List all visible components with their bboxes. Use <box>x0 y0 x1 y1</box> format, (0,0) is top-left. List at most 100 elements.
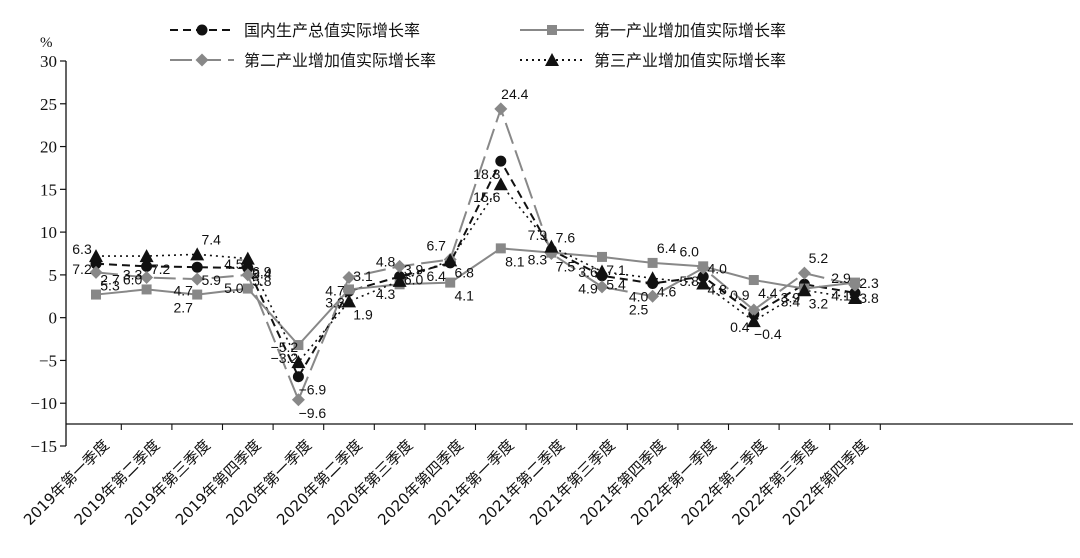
data-point <box>493 177 508 191</box>
data-label: 2.5 <box>629 301 649 317</box>
x-tick-label: 2019年第二季度 <box>71 436 164 529</box>
data-label: 2.3 <box>859 275 879 291</box>
data-point <box>495 155 507 167</box>
data-point <box>292 371 304 383</box>
data-label: 6.0 <box>123 271 143 287</box>
data-point <box>797 266 811 280</box>
data-point <box>595 264 609 278</box>
data-label: 6.4 <box>657 240 677 256</box>
legend-marker <box>545 53 559 66</box>
y-tick-label: −10 <box>30 394 57 413</box>
data-point <box>190 272 204 286</box>
data-label: 6.8 <box>454 264 474 280</box>
data-point <box>141 260 153 272</box>
data-point <box>797 283 812 297</box>
y-tick-label: 5 <box>49 266 58 285</box>
data-label: −9.6 <box>299 405 327 421</box>
data-label: 2.9 <box>831 270 851 286</box>
legend-label: 第三产业增加值实际增长率 <box>594 51 786 70</box>
data-label: 15.6 <box>473 189 500 205</box>
y-tick-label: 15 <box>40 180 57 199</box>
x-tick-label: 2021年第四季度 <box>577 436 670 529</box>
data-label: 4.0 <box>629 288 649 304</box>
data-point <box>646 289 660 303</box>
x-tick-label: 2020年第一季度 <box>222 436 315 529</box>
data-point <box>495 243 506 254</box>
data-label: 3.8 <box>859 290 879 306</box>
series-line-3 <box>95 105 856 403</box>
data-point <box>141 284 152 295</box>
data-label: 4.6 <box>657 283 677 299</box>
legend-marker <box>547 25 557 35</box>
data-label: 7.9 <box>528 227 548 243</box>
data-label: −5.2 <box>271 339 299 355</box>
series-lines <box>95 105 856 403</box>
data-label: 4.1 <box>831 288 851 304</box>
data-label: −6.9 <box>299 382 327 398</box>
data-point <box>241 268 255 282</box>
data-label: 3.9 <box>404 261 424 277</box>
data-label: 3.3 <box>123 266 143 282</box>
data-label: 2.7 <box>173 300 193 316</box>
y-axis: −15 −10 −5 0 5 10 15 20 25 30 <box>30 52 67 456</box>
y-tick-label: 0 <box>49 309 58 328</box>
data-label: 4.9 <box>578 281 598 297</box>
data-point <box>139 249 154 263</box>
y-tick-label: 25 <box>40 95 57 114</box>
x-tick-label: 2020年第三季度 <box>324 436 417 529</box>
data-label: 3.2 <box>809 295 829 311</box>
data-label: 5.8 <box>679 273 699 289</box>
y-tick-label: 20 <box>40 138 57 157</box>
x-tick-label: 2022年第二季度 <box>678 436 771 529</box>
data-point <box>240 251 255 265</box>
data-labels: 6.35.37.22.7 6.07.23.3 5.94.77.42.75.84.5 6… <box>72 86 879 421</box>
data-label: 7.1 <box>606 262 626 278</box>
data-point <box>494 102 508 116</box>
data-label: −3.2 <box>271 350 299 366</box>
data-label: 4.7 <box>325 282 345 298</box>
data-point <box>848 290 862 304</box>
data-label: 5.8 <box>252 273 272 289</box>
data-point <box>544 239 559 253</box>
y-tick-label: 30 <box>40 52 57 71</box>
data-label: 4.3 <box>376 286 396 302</box>
y-tick-label: −5 <box>39 351 57 370</box>
data-point <box>89 249 103 263</box>
data-point <box>344 284 354 295</box>
data-label: 4.0 <box>707 260 727 276</box>
data-label: 3.1 <box>353 268 373 284</box>
data-label: 7.2 <box>151 261 171 277</box>
data-label: 4.4 <box>758 285 778 301</box>
x-tick-label: 2022年第三季度 <box>728 436 821 529</box>
data-point <box>242 262 254 274</box>
x-tick-label: 2019年第三季度 <box>121 436 214 529</box>
data-point <box>342 294 356 308</box>
series-markers <box>89 102 862 407</box>
data-label: 3.4 <box>252 266 272 282</box>
x-tick-label: 2022年第一季度 <box>627 436 720 529</box>
data-label: 6.4 <box>426 268 446 284</box>
data-label: 7.2 <box>72 261 92 277</box>
data-label: 3.9 <box>781 289 801 305</box>
data-label: 6.0 <box>679 243 699 259</box>
data-point <box>746 314 761 328</box>
data-label: 5.9 <box>201 272 221 288</box>
y-axis-unit: % <box>40 35 53 51</box>
data-point <box>89 265 103 279</box>
data-point <box>848 278 862 292</box>
data-label: 1.9 <box>353 306 373 322</box>
data-point <box>443 253 458 267</box>
data-label: 0.4 <box>730 319 750 335</box>
legend-marker <box>196 24 208 36</box>
legend-label: 第一产业增加值实际增长率 <box>594 21 786 40</box>
data-point <box>645 271 660 285</box>
data-label: 0.9 <box>730 287 750 303</box>
data-point <box>696 261 710 275</box>
data-label: 18.3 <box>473 166 500 182</box>
data-point <box>191 261 203 273</box>
data-point <box>696 276 711 290</box>
data-point <box>242 283 253 294</box>
data-point <box>293 340 304 351</box>
